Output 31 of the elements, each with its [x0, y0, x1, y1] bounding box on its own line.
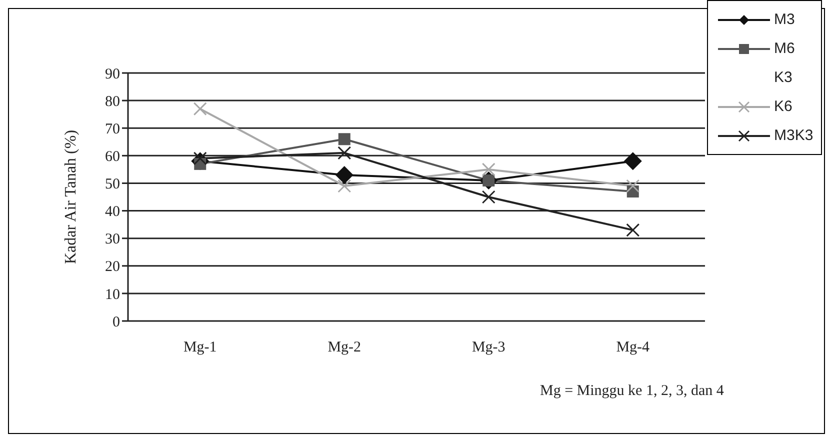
x-tick-label: Mg-2: [328, 340, 362, 356]
legend-label: M3: [774, 11, 795, 28]
point: [626, 179, 640, 193]
y-tick-label: 60: [105, 148, 120, 165]
y-tick-label: 30: [105, 232, 120, 248]
x-tick-label: Mg-4: [616, 340, 650, 356]
point: [338, 133, 350, 146]
text: K3: [774, 69, 792, 86]
legend-label: K6: [774, 98, 792, 115]
y-tick-label: 20: [105, 259, 120, 276]
point: [335, 166, 354, 184]
legend-label: M6: [774, 40, 795, 57]
y-tick-label: 10: [105, 286, 120, 303]
y-tick-label: 0: [112, 314, 120, 330]
x-tick-label: Mg-1: [183, 340, 217, 356]
point: [193, 102, 207, 116]
point: [626, 223, 640, 237]
point: [624, 152, 642, 170]
y-tick-label: 70: [105, 121, 120, 138]
point: [338, 179, 352, 193]
y-axis-title: Kadar Air Tanah (%): [62, 130, 80, 264]
y-tick-label: 40: [105, 204, 120, 220]
text: Mg = Minggu ke 1, 2, 3, dan 4: [540, 383, 724, 400]
y-tick-label: 90: [105, 66, 120, 82]
y-tick-label: 80: [105, 94, 120, 110]
point: [338, 146, 352, 160]
point: [482, 162, 496, 176]
y-tick-label: 50: [105, 176, 120, 193]
x-tick-label: Mg-3: [472, 340, 506, 356]
legend-label: M3K3: [774, 127, 814, 144]
point: [482, 190, 496, 204]
